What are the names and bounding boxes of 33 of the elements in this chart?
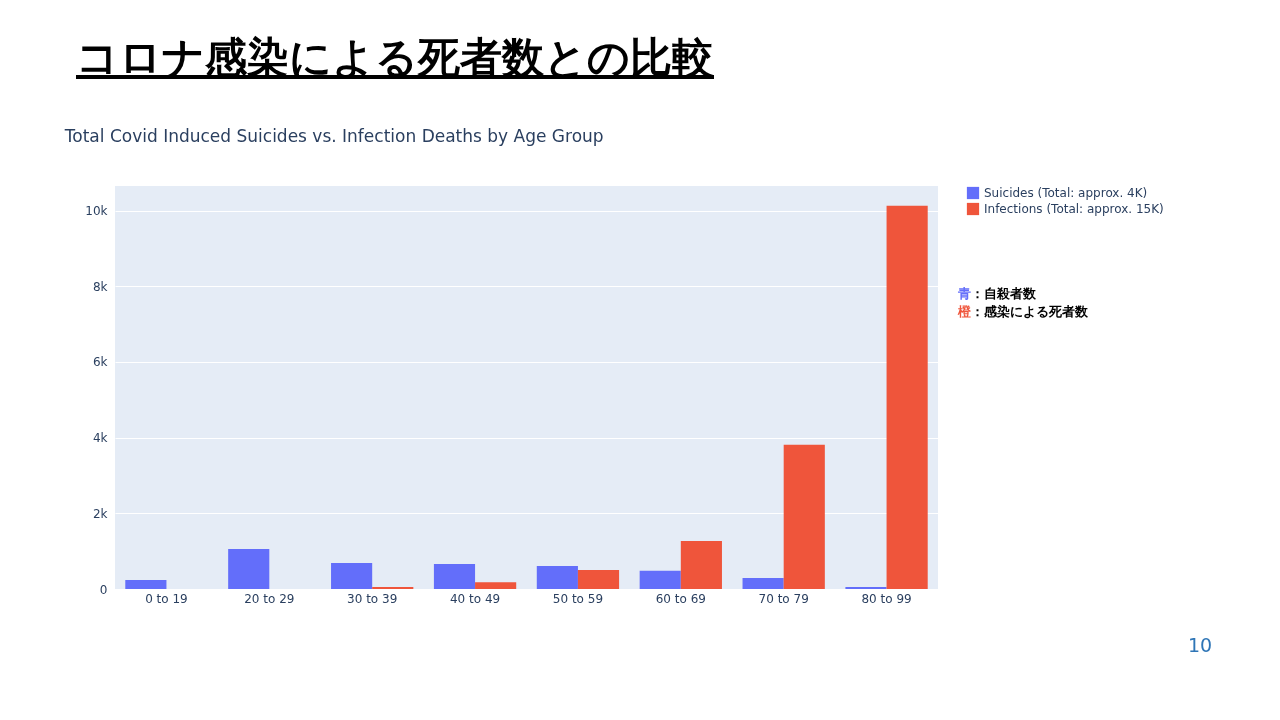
- y-tick-label: 0: [99, 582, 108, 597]
- chart-title: コロナ感染による死者数との比較: [76, 32, 714, 84]
- y-tick-label: 10k: [85, 204, 108, 219]
- x-tick-label: 40 to 49: [449, 591, 501, 606]
- bar: [639, 570, 681, 589]
- x-tick-label: 0 to 19: [145, 591, 188, 606]
- legend-label: Suicides (Total: approx. 4K): [984, 186, 1148, 200]
- y-tick-label: 8k: [92, 279, 108, 294]
- x-tick-label: 50 to 59: [552, 591, 604, 606]
- text: 青：自殺者数: [958, 285, 1037, 303]
- y-tick-label: 6k: [92, 355, 108, 370]
- bar: [475, 582, 517, 589]
- x-tick-label: 30 to 39: [347, 591, 398, 606]
- bar: [536, 565, 578, 589]
- bar: [331, 562, 373, 589]
- x-tick-label: 80 to 99: [861, 591, 912, 606]
- text: 橙：感染による死者数: [958, 303, 1088, 321]
- y-tick-label: 4k: [92, 431, 108, 446]
- bar: [433, 564, 476, 589]
- chart-subtitle: Total Covid Induced Suicides vs. Infection Deaths by Age Group: [63, 126, 604, 146]
- bar: [228, 548, 270, 589]
- bar: [680, 540, 722, 589]
- bar: [577, 570, 620, 589]
- bar: [783, 444, 825, 589]
- legend-label: Infections (Total: approx. 15K): [984, 202, 1164, 216]
- bar: [886, 205, 928, 589]
- bar: [742, 578, 784, 589]
- x-tick-label: 20 to 29: [244, 591, 295, 606]
- bar: [125, 579, 167, 589]
- y-tick-label: 2k: [92, 506, 108, 521]
- text: 10: [1188, 634, 1213, 656]
- x-tick-label: 60 to 69: [655, 591, 706, 606]
- x-tick-label: 70 to 79: [758, 591, 809, 606]
